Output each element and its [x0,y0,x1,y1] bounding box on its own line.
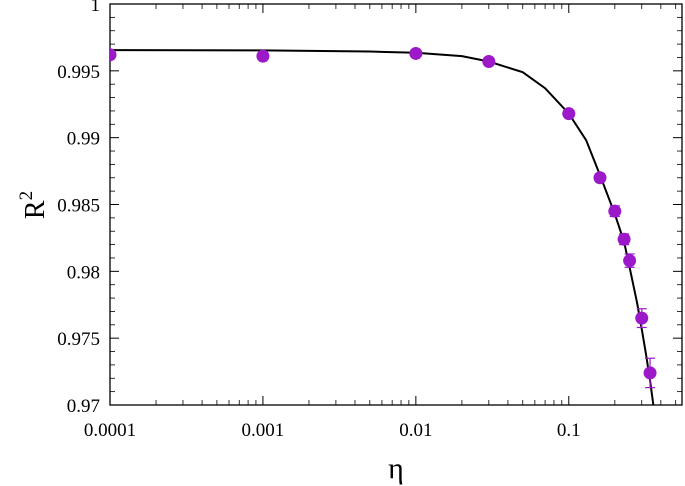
y-tick-label: 0.98 [67,262,100,283]
y-tick-label: 0.97 [67,396,100,417]
axis-ticks [109,3,682,406]
data-point [608,204,622,218]
x-tick-label: 0.001 [242,420,285,441]
data-point [110,48,117,62]
fit-curve-line [110,49,655,405]
y-tick-label: 0.995 [57,62,100,83]
x-tick-label: 0.0001 [84,420,136,441]
x-axis-label: η [388,452,404,485]
y-axis-label: R2 [16,191,51,219]
y-tick-label: 0.99 [67,129,100,150]
y-axis-label-base: R [20,200,51,219]
data-point [256,49,270,63]
data-point [623,254,637,268]
data-point [643,366,657,380]
data-point [482,54,496,68]
y-tick-label: 0.975 [57,329,100,350]
data-point [617,232,631,246]
y-tick-label: 0.985 [57,196,100,217]
y-tick-label: 1 [91,0,101,16]
plot-frame [109,3,683,406]
tick-labels: 0.0001 0.001 0.01 0.1 0.97 0.975 0.98 0.985 0.99… [57,0,580,441]
data-point [562,107,576,121]
x-tick-label: 0.01 [399,420,432,441]
y-axis-label-superscript: 2 [16,191,37,201]
data-points [110,46,657,389]
data-point [635,311,649,325]
data-point [593,171,607,185]
x-tick-label: 0.1 [557,420,581,441]
data-point [409,46,423,60]
